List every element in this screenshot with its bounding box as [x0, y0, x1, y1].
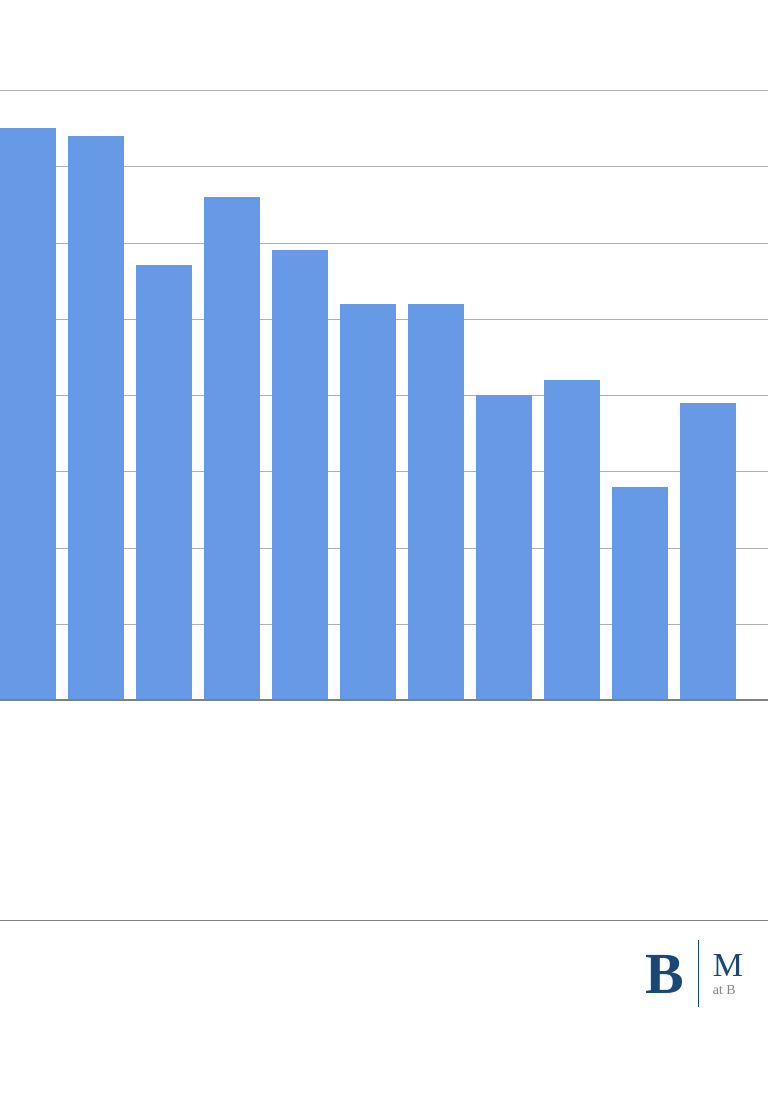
chart-baseline: [0, 699, 768, 701]
logo-separator: [698, 940, 699, 1007]
logo-text-block: M at B: [713, 948, 743, 998]
bar: [476, 395, 532, 700]
bar: [340, 304, 396, 701]
bar: [0, 128, 56, 700]
bar: [544, 380, 600, 700]
chart-plot: [0, 0, 768, 700]
bar: [612, 487, 668, 701]
bar-chart: [0, 0, 768, 700]
logo-line-1: M: [713, 948, 743, 984]
bar: [272, 250, 328, 700]
logo-letter-b: B: [645, 940, 684, 1007]
chart-bars: [0, 0, 768, 700]
page-root: B M at B: [0, 0, 768, 1094]
bar: [136, 265, 192, 700]
bar: [680, 403, 736, 700]
bar: [408, 304, 464, 701]
bar: [204, 197, 260, 700]
footer-divider: [0, 920, 768, 921]
bar: [68, 136, 124, 700]
logo-line-2: at B: [713, 984, 743, 999]
footer-logo: B M at B: [645, 940, 743, 1007]
